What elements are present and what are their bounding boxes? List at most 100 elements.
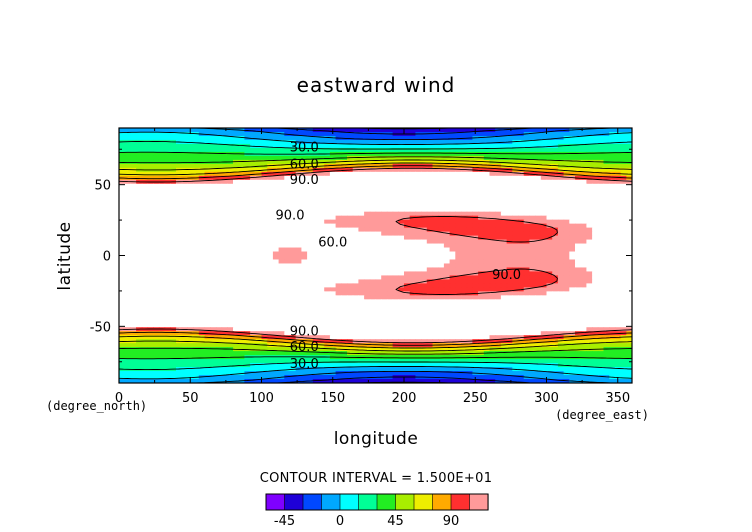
heat-cell (575, 143, 582, 149)
heat-cell (221, 331, 228, 336)
heat-cell (147, 347, 154, 352)
heat-cell (575, 299, 582, 304)
heat-cell (369, 255, 377, 261)
heat-cell (198, 231, 206, 237)
heat-cell (187, 347, 194, 352)
heat-cell (409, 231, 416, 237)
heat-cell (364, 271, 371, 277)
heat-cell (233, 147, 240, 153)
heat-cell (461, 195, 468, 201)
heat-cell (130, 275, 137, 280)
heat-cell (335, 287, 342, 292)
heat-cell (523, 135, 530, 141)
heat-cell (626, 199, 632, 205)
heat-cell (358, 327, 365, 332)
heat-cell (443, 255, 451, 261)
heat-cell (404, 311, 411, 316)
heat-cell (415, 203, 422, 209)
heat-cell (290, 155, 297, 161)
heat-cell (443, 343, 451, 348)
heat-cell (518, 299, 525, 304)
heat-cell (324, 207, 331, 213)
heat-cell (238, 199, 245, 205)
heat-cell (449, 183, 456, 189)
heat-cell (164, 279, 171, 284)
heat-cell (386, 187, 394, 193)
heat-cell (170, 223, 177, 229)
heat-cell (575, 335, 582, 340)
heat-cell (352, 128, 359, 133)
heat-cell (329, 303, 337, 308)
heat-cell (523, 315, 530, 320)
heat-cell (141, 171, 149, 177)
heat-cell (238, 259, 245, 265)
heat-cell (455, 283, 462, 288)
heat-cell (312, 247, 320, 253)
heat-cell (141, 143, 149, 149)
heat-cell (329, 131, 337, 137)
heat-cell (187, 155, 194, 161)
heat-cell (170, 287, 177, 292)
heat-cell (597, 143, 605, 149)
heat-cell (329, 319, 337, 324)
heat-cell (603, 235, 610, 241)
heat-cell (295, 287, 302, 292)
heat-cell (443, 323, 451, 328)
heat-cell (580, 319, 587, 324)
heat-cell (290, 255, 297, 261)
heat-cell (597, 267, 605, 273)
heat-cell (592, 207, 599, 213)
heat-cell (563, 151, 570, 157)
heat-cell (609, 283, 616, 288)
heat-cell (187, 235, 194, 241)
heat-cell (409, 323, 416, 328)
heat-cell (432, 155, 439, 161)
heat-cell (426, 195, 434, 201)
heat-cell (518, 203, 525, 209)
heat-cell (347, 211, 354, 217)
heat-cell (352, 235, 359, 241)
heat-cell (176, 231, 183, 237)
heat-cell (529, 299, 536, 304)
heat-cell (472, 303, 479, 308)
heat-cell (329, 283, 337, 288)
heat-cell (557, 255, 565, 261)
heat-cell (557, 219, 565, 225)
heat-cell (603, 319, 610, 324)
heat-cell (158, 155, 166, 161)
heat-cell (489, 207, 496, 213)
heat-cell (198, 303, 206, 308)
heat-cell (244, 339, 251, 344)
heat-cell (335, 195, 342, 201)
heat-cell (552, 275, 559, 280)
heat-cell (415, 159, 422, 165)
heat-cell (193, 191, 200, 197)
heat-cell (449, 235, 456, 241)
heat-cell (472, 211, 479, 217)
heat-cell (495, 151, 502, 157)
heat-cell (495, 227, 502, 233)
heat-cell (592, 331, 599, 336)
heat-cell (341, 223, 348, 229)
heat-cell (358, 343, 365, 348)
heat-cell (421, 155, 428, 161)
heat-cell (233, 235, 240, 241)
heat-cell (421, 171, 428, 177)
heat-cell (381, 191, 388, 197)
heat-cell (478, 191, 485, 197)
heat-cell (375, 275, 382, 280)
heat-cell (307, 211, 314, 217)
heat-cell (557, 279, 565, 284)
heat-cell (563, 135, 570, 141)
heat-cell (489, 163, 496, 169)
heat-cell (170, 203, 177, 209)
heat-cell (352, 295, 359, 300)
heat-cell (461, 255, 468, 261)
heat-cell (421, 223, 428, 229)
heat-cell (472, 343, 479, 348)
heat-cell (449, 263, 456, 269)
heat-cell (352, 299, 359, 304)
heat-cell (170, 323, 177, 328)
heat-cell (181, 303, 188, 308)
heat-cell (227, 291, 234, 296)
